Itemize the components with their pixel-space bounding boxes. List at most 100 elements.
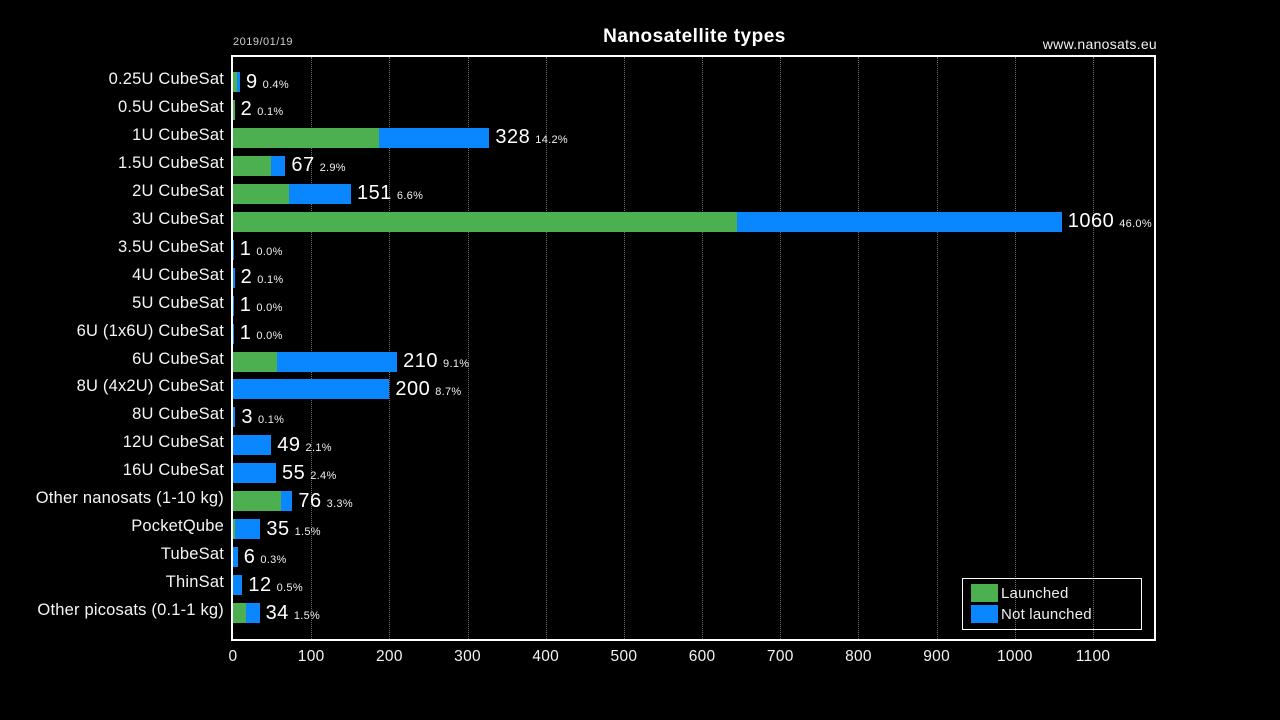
category-label: 2U CubeSat (132, 181, 224, 200)
total-value: 6 (243, 545, 256, 568)
bar-row: 210 9.1% (233, 350, 469, 373)
not-launched-segment (289, 183, 352, 204)
stacked-bar (233, 155, 286, 176)
category-label: 12U CubeSat (122, 433, 224, 452)
category-label: 0.5U CubeSat (117, 97, 224, 116)
gridline (858, 57, 860, 639)
gridline (467, 57, 469, 639)
value-label: 49 2.1% (277, 434, 332, 457)
value-label: 210 9.1% (403, 350, 469, 373)
category-label: PocketQube (131, 517, 224, 536)
gridline (780, 57, 782, 639)
not-launched-segment (233, 267, 235, 288)
x-tick-label: 200 (375, 648, 403, 665)
not-launched-segment (233, 239, 234, 260)
stacked-bar (233, 183, 352, 204)
x-tick-label: 100 (297, 648, 325, 665)
percent-value: 0.5% (276, 581, 303, 594)
not-launched-swatch-icon (971, 605, 998, 623)
legend-label: Not launched (1001, 605, 1092, 623)
bar-row: 151 6.6% (233, 182, 423, 205)
total-value: 1 (239, 322, 252, 345)
category-label: 3U CubeSat (132, 209, 224, 228)
value-label: 1 0.0% (240, 322, 283, 345)
percent-value: 46.0% (1119, 218, 1152, 231)
total-value: 35 (266, 517, 290, 540)
category-label: 1U CubeSat (132, 125, 224, 144)
category-label: 4U CubeSat (132, 265, 224, 284)
x-tick-label: 1000 (996, 648, 1033, 665)
not-launched-segment (233, 407, 236, 428)
x-tick-label: 600 (688, 648, 716, 665)
percent-value: 2.1% (305, 441, 332, 454)
total-value: 210 (403, 350, 439, 372)
bar-row: 3 0.1% (233, 405, 284, 428)
legend-item-launched[interactable]: Launched (971, 584, 1133, 602)
category-label: 0.25U CubeSat (108, 70, 224, 88)
value-label: 328 14.2% (495, 126, 568, 149)
bar-row: 49 2.1% (233, 434, 332, 457)
total-value: 151 (357, 182, 392, 205)
value-label: 55 2.4% (282, 462, 337, 485)
value-label: 67 2.9% (291, 154, 346, 177)
x-tick-label: 400 (532, 648, 560, 665)
category-label: 3.5U CubeSat (117, 237, 224, 256)
website-text: www.nanosats.eu (1042, 36, 1157, 52)
launched-segment (233, 183, 290, 204)
value-label: 2 0.1% (241, 98, 284, 121)
launched-segment (233, 72, 237, 92)
total-value: 3 (241, 405, 253, 428)
value-label: 151 6.6% (357, 182, 423, 205)
not-launched-segment (379, 127, 490, 148)
gridline (623, 57, 625, 639)
bar-row: 2 0.1% (233, 98, 284, 121)
launched-segment (233, 99, 235, 120)
gridline (1093, 57, 1095, 639)
x-tick-label: 500 (610, 648, 638, 665)
launched-segment (233, 155, 272, 176)
bar-row: 1 0.0% (233, 238, 283, 260)
bar-row: 1 0.0% (233, 294, 283, 317)
percent-value: 0.0% (256, 330, 283, 343)
total-value: 34 (265, 601, 289, 624)
value-label: 6 0.3% (244, 546, 287, 569)
stacked-bar (233, 519, 261, 540)
not-launched-segment (737, 211, 1062, 232)
percent-value: 0.1% (257, 274, 284, 287)
bar-row: 76 3.3% (233, 490, 353, 513)
stacked-bar (233, 351, 398, 372)
gridline (1014, 57, 1016, 639)
value-label: 1060 46.0% (1068, 210, 1152, 233)
bar-row: 55 2.4% (233, 462, 337, 485)
not-launched-segment (271, 155, 286, 176)
not-launched-segment (233, 435, 272, 456)
legend-item-not-launched[interactable]: Not launched (971, 605, 1133, 623)
x-tick-label: 1100 (1075, 648, 1111, 665)
bar-row: 34 1.5% (233, 601, 320, 624)
plot-area: 9 0.4% 2 0.1% 328 14.2% 67 2.9% 151 6.6% 1060 46.0%… (231, 55, 1156, 641)
value-label: 76 3.3% (298, 490, 353, 513)
total-value: 1 (239, 294, 252, 317)
launched-segment (233, 519, 236, 540)
percent-value: 0.0% (256, 246, 283, 259)
stacked-bar (233, 72, 241, 92)
bar-row: 2 0.1% (233, 266, 284, 288)
stacked-bar (233, 603, 260, 624)
not-launched-segment (276, 351, 398, 372)
category-label: 1.5U CubeSat (117, 153, 224, 172)
x-tick-label: 900 (923, 648, 951, 665)
not-launched-segment (233, 575, 243, 596)
x-axis: 0 100 200 300 400 500 600 700 800 900 1000 1100 (229, 648, 1158, 672)
bar-row: 12 0.5% (233, 574, 303, 596)
bar-row: 6 0.3% (233, 546, 287, 569)
category-label: 8U CubeSat (132, 405, 224, 424)
stacked-bar (233, 547, 238, 568)
category-label: 6U CubeSat (132, 349, 224, 368)
launched-segment (233, 211, 738, 232)
gridline (545, 57, 547, 639)
bar-row: 67 2.9% (233, 154, 346, 177)
percent-value: 3.3% (326, 497, 353, 510)
gridline (389, 57, 391, 639)
stacked-bar (233, 127, 490, 148)
